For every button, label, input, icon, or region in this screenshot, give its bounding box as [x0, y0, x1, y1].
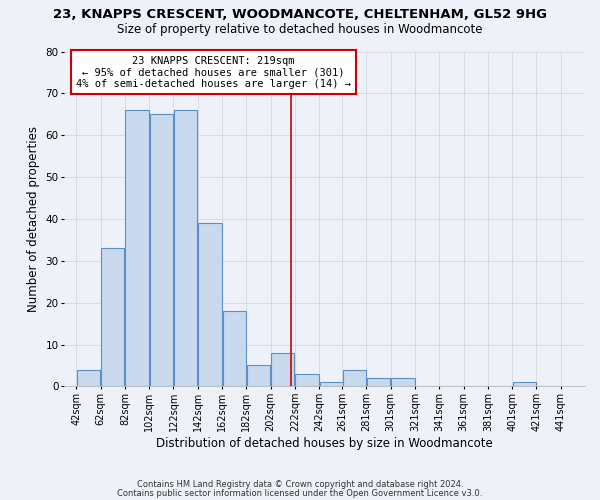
Bar	[77, 370, 100, 386]
Text: Contains HM Land Registry data © Crown copyright and database right 2024.: Contains HM Land Registry data © Crown c…	[137, 480, 463, 489]
Bar	[391, 378, 415, 386]
Text: 23 KNAPPS CRESCENT: 219sqm
← 95% of detached houses are smaller (301)
4% of semi: 23 KNAPPS CRESCENT: 219sqm ← 95% of deta…	[76, 56, 351, 89]
Bar	[343, 370, 366, 386]
Bar	[271, 353, 295, 386]
Bar	[101, 248, 124, 386]
Y-axis label: Number of detached properties: Number of detached properties	[27, 126, 40, 312]
Bar	[512, 382, 536, 386]
Bar	[247, 366, 270, 386]
Bar	[223, 311, 246, 386]
Bar	[367, 378, 390, 386]
Bar	[320, 382, 343, 386]
Bar	[125, 110, 149, 386]
Text: Contains public sector information licensed under the Open Government Licence v3: Contains public sector information licen…	[118, 488, 482, 498]
Bar	[149, 114, 173, 386]
Text: Size of property relative to detached houses in Woodmancote: Size of property relative to detached ho…	[117, 22, 483, 36]
Bar	[295, 374, 319, 386]
X-axis label: Distribution of detached houses by size in Woodmancote: Distribution of detached houses by size …	[156, 437, 493, 450]
Bar	[198, 223, 221, 386]
Text: 23, KNAPPS CRESCENT, WOODMANCOTE, CHELTENHAM, GL52 9HG: 23, KNAPPS CRESCENT, WOODMANCOTE, CHELTE…	[53, 8, 547, 20]
Bar	[174, 110, 197, 386]
